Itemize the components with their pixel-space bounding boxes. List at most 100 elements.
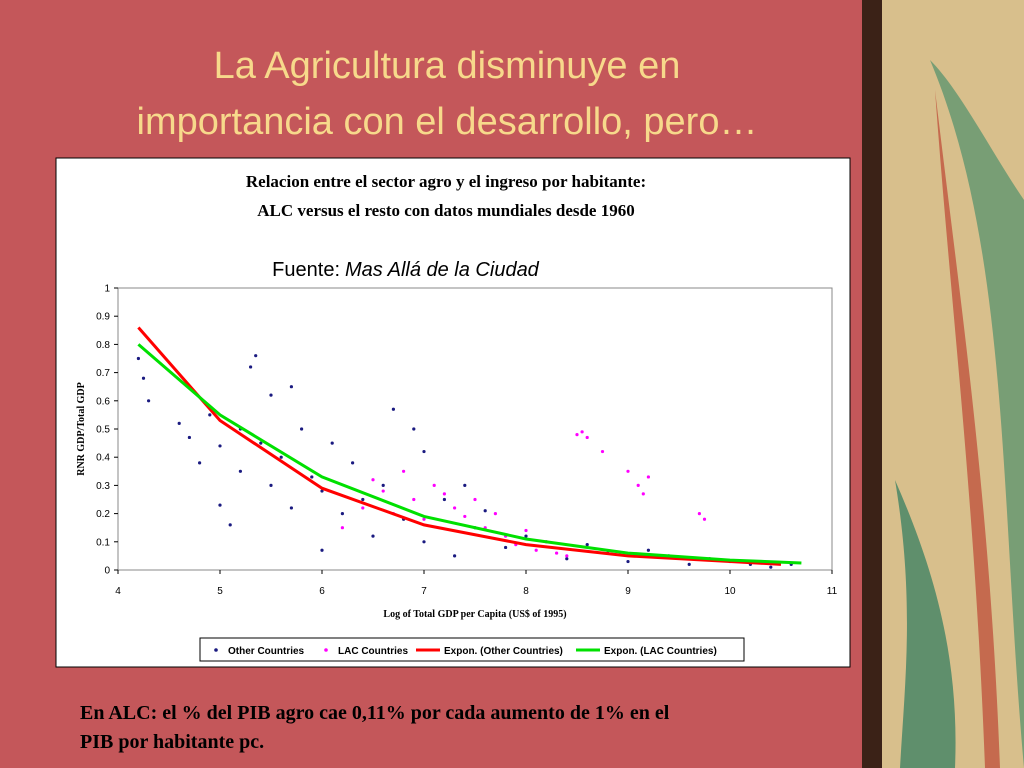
y-tick-label: 0.9 [96,312,110,323]
data-point [473,497,477,502]
data-point [141,376,146,380]
y-tick-label: 1 [104,284,110,295]
data-point [641,492,645,496]
data-point [585,435,589,440]
data-point [463,514,467,519]
data-point [320,548,324,552]
data-point [259,441,263,445]
data-point [626,469,630,473]
x-tick-label: 8 [523,586,529,597]
data-point [504,545,508,550]
data-point [371,478,375,482]
y-tick-label: 0.8 [96,340,110,351]
x-tick-label: 4 [115,586,121,597]
data-point [330,441,334,445]
slide-title: La Agricultura disminuye en [214,45,681,87]
data-point [534,548,538,552]
chart-title: Relacion entre el sector agro y el ingre… [246,172,646,191]
data-point [453,554,457,558]
data-point [483,509,487,513]
data-point [249,365,253,369]
data-point [422,517,426,521]
data-point [769,565,773,569]
data-point [412,427,416,431]
data-point [381,483,385,487]
data-point [524,528,528,533]
data-point [636,483,640,487]
data-point [402,469,406,473]
trend-line [137,343,802,565]
decor-leaf [895,480,956,768]
y-tick-label: 0.4 [96,453,110,464]
x-axis-label: Log of Total GDP per Capita (US$ of 1995… [383,609,566,620]
data-point [646,475,651,479]
data-point [361,506,365,510]
data-point [575,433,579,437]
slide-title: importancia con el desarrollo, pero… [137,101,758,143]
data-point [198,461,202,465]
data-point [340,526,344,530]
footnote: PIB por habitante pc. [80,731,264,753]
data-point [371,534,375,538]
y-tick-label: 0.6 [96,396,110,407]
legend [199,637,745,662]
x-tick-label: 11 [827,586,838,597]
data-point [565,554,569,558]
data-point [580,430,584,434]
y-axis-label: RNR GDP/Total GDP [76,382,87,476]
legend-label: Other Countries [228,646,305,657]
y-tick-label: 0.1 [96,537,110,548]
data-point [585,543,589,547]
y-tick-label: 0.5 [96,425,110,436]
data-point [320,489,324,493]
data-point [412,497,416,502]
data-point [187,435,191,440]
data-point [442,497,446,502]
y-tick-label: 0.2 [96,509,110,520]
data-point [463,483,467,487]
data-point [600,449,605,454]
data-point [493,511,497,516]
decor-leaf [930,60,1024,768]
data-point [289,506,293,510]
footnote: En ALC: el % del PIB agro cae 0,11% por … [80,702,670,724]
data-point [177,421,181,425]
legend-marker [324,648,328,652]
source-label: Fuente: [272,259,340,281]
x-tick-label: 7 [421,586,427,597]
legend-label: LAC Countries [338,646,408,657]
y-tick-label: 0 [104,566,110,577]
data-point [254,354,258,358]
data-point [422,540,426,544]
data-point [269,393,273,397]
data-point [238,469,242,473]
x-tick-label: 5 [217,586,223,597]
data-point [300,427,304,431]
data-point [555,551,559,555]
legend-marker [214,648,218,652]
data-point [524,534,528,538]
data-point [687,562,691,566]
data-point [391,407,395,411]
data-point [442,492,446,496]
legend-label: Expon. (Other Countries) [444,646,563,657]
data-point [646,548,651,552]
data-point [697,511,702,516]
divider-band [862,0,882,768]
data-point [351,461,355,465]
data-point [432,483,436,487]
y-tick-label: 0.3 [96,481,110,492]
data-point [626,559,630,564]
data-point [340,511,344,516]
x-tick-label: 10 [724,586,736,597]
data-point [228,523,232,527]
data-point [147,399,151,403]
data-point [702,517,707,521]
data-point [361,497,365,502]
decor-leaf [935,90,1000,768]
data-point [218,503,222,507]
data-point [422,449,426,454]
data-point [208,413,212,417]
data-point [289,385,293,389]
